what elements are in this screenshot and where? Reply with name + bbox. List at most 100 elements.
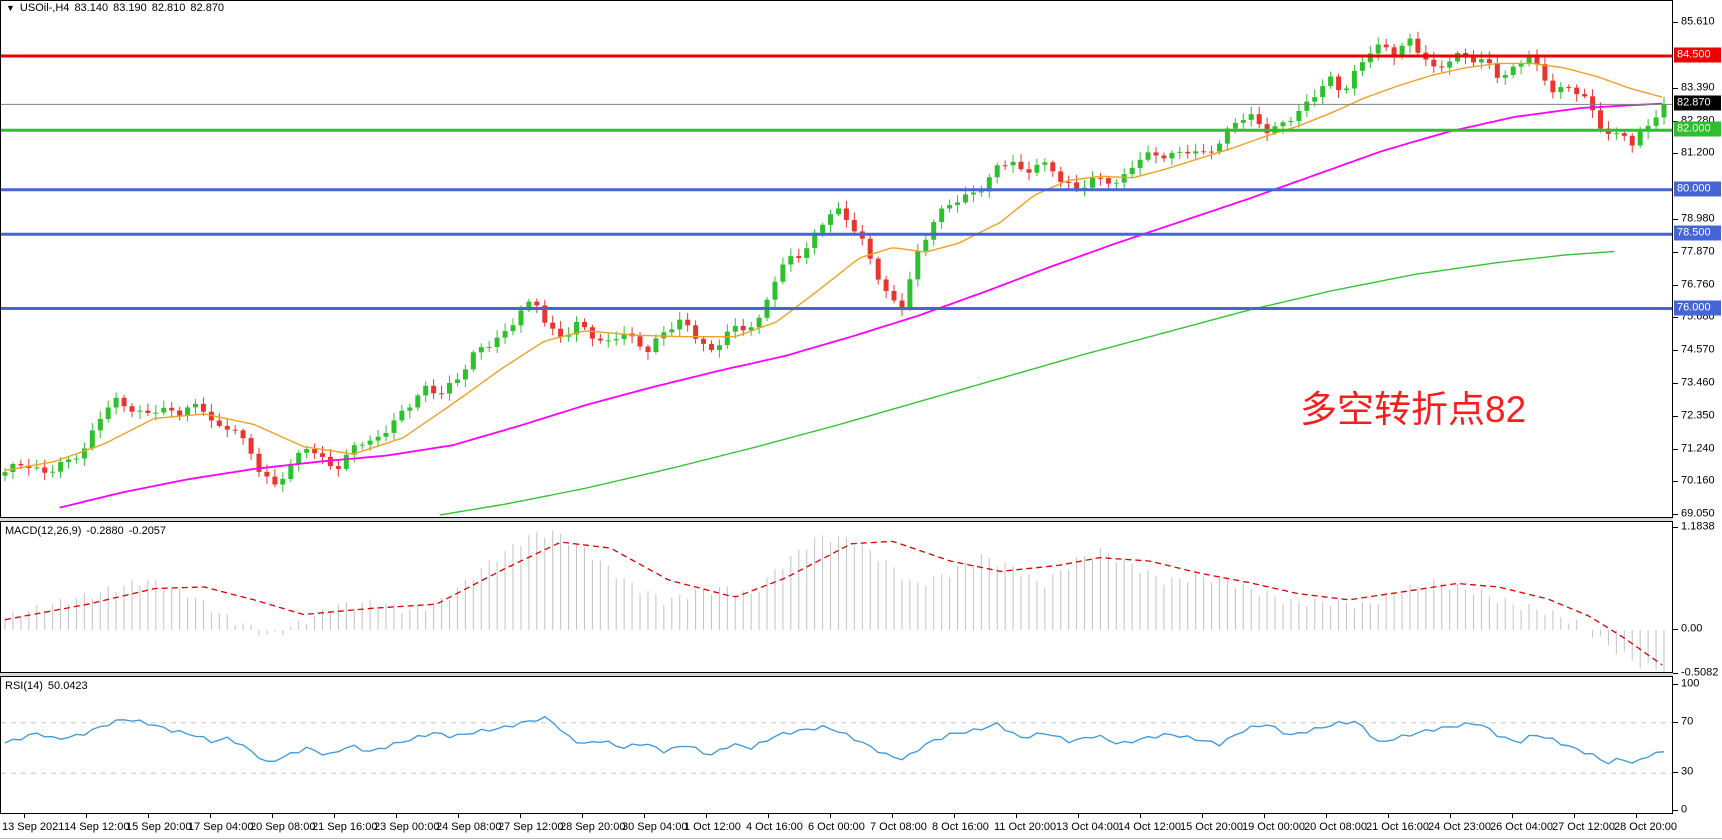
time-tick xyxy=(1202,814,1203,818)
time-axis-label: 14 Oct 12:00 xyxy=(1118,821,1181,833)
panel-splitter[interactable] xyxy=(0,673,1673,676)
price-chart-panel[interactable] xyxy=(0,0,1673,518)
rsi-canvas xyxy=(1,715,1672,774)
time-axis-label: 11 Oct 20:00 xyxy=(994,821,1057,833)
window-bottom-edge xyxy=(0,838,1722,839)
ma-fast-line xyxy=(4,62,1663,472)
time-axis-label: 24 Oct 23:00 xyxy=(1428,821,1491,833)
y-axis-tick: 81.200 xyxy=(1681,146,1715,159)
y-axis-tick-dash xyxy=(1673,383,1678,384)
y-axis-tick-dash xyxy=(1673,153,1678,154)
ma-slow-line xyxy=(439,250,1615,516)
time-axis-label: 14 Sep 12:00 xyxy=(64,821,130,833)
time-axis-label: 13 Oct 04:00 xyxy=(1056,821,1119,833)
macd-name: MACD(12,26,9) xyxy=(5,525,82,537)
macd-axis-tick-dash xyxy=(1673,527,1678,528)
macd-signal-line xyxy=(4,540,1663,666)
price-axis[interactable]: 85.610 83.390 82.280 81.200 78.980 77.870 76.7… xyxy=(1673,0,1722,816)
price-badge-80.000: 80.000 xyxy=(1674,181,1721,197)
price-badge-82.000: 82.000 xyxy=(1674,121,1721,137)
macd-axis-tick: -0.5082 xyxy=(1681,666,1719,679)
time-axis-label: 26 Oct 04:00 xyxy=(1490,821,1553,833)
time-tick xyxy=(396,814,397,818)
time-axis-label: 17 Sep 04:00 xyxy=(188,821,254,833)
price-badge-76.000: 76.000 xyxy=(1674,300,1721,316)
y-axis-tick: 70.160 xyxy=(1681,474,1715,487)
rsi-axis-tick: 30 xyxy=(1681,765,1694,778)
y-axis-tick-dash xyxy=(1673,449,1678,450)
rsi-name: RSI(14) xyxy=(5,680,43,692)
time-axis-label: 27 Sep 12:00 xyxy=(498,821,564,833)
y-axis-tick: 74.570 xyxy=(1681,343,1715,356)
rsi-indicator-label: RSI(14) 50.0423 xyxy=(5,680,93,692)
macd-value-signal: -0.2057 xyxy=(128,525,167,537)
time-axis-label: 20 Oct 08:00 xyxy=(1304,821,1367,833)
rsi-axis-tick-dash xyxy=(1673,684,1678,685)
time-tick xyxy=(644,814,645,818)
y-axis-tick: 77.870 xyxy=(1681,245,1715,258)
time-tick xyxy=(334,814,335,818)
y-axis-tick: 72.350 xyxy=(1681,409,1715,422)
time-tick xyxy=(1450,814,1451,818)
y-axis-tick-dash xyxy=(1673,514,1678,515)
time-axis-label: 19 Oct 00:00 xyxy=(1242,821,1305,833)
y-axis-tick-dash xyxy=(1673,285,1678,286)
time-axis-label: 20 Sep 08:00 xyxy=(250,821,316,833)
time-tick xyxy=(520,814,521,818)
time-axis-label: 13 Sep 2021 xyxy=(2,821,65,833)
y-axis-tick: 83.390 xyxy=(1681,81,1715,94)
y-axis-tick-dash xyxy=(1673,88,1678,89)
rsi-axis-tick-dash xyxy=(1673,772,1678,773)
ma-mid-line xyxy=(59,102,1663,509)
time-tick xyxy=(582,814,583,818)
time-axis[interactable]: 13 Sep 2021 14 Sep 12:00 15 Sep 20:00 17 Se… xyxy=(0,814,1722,838)
time-axis-label: 15 Sep 20:00 xyxy=(126,821,192,833)
time-axis-label: 30 Sep 04:00 xyxy=(622,821,688,833)
time-axis-label: 28 Oct 20:00 xyxy=(1614,821,1677,833)
ohlc-close: 82.870 xyxy=(190,2,225,14)
time-tick xyxy=(86,814,87,818)
symbol-timeframe-label: USOil-,H4 xyxy=(19,2,70,14)
macd-value-main: -0.2880 xyxy=(86,525,124,537)
candlestick-series xyxy=(2,31,1667,493)
time-axis-label: 23 Sep 00:00 xyxy=(374,821,440,833)
rsi-axis-tick: 100 xyxy=(1681,677,1700,690)
y-axis-tick: 76.760 xyxy=(1681,278,1715,291)
macd-canvas xyxy=(4,530,1665,672)
price-badge-82.870: 82.870 xyxy=(1674,95,1721,111)
time-axis-label: 15 Oct 20:00 xyxy=(1180,821,1243,833)
time-tick xyxy=(1388,814,1389,818)
time-tick xyxy=(210,814,211,818)
rsi-axis-tick-dash xyxy=(1673,810,1678,811)
price-badge-84.500: 84.500 xyxy=(1674,47,1721,63)
macd-panel[interactable] xyxy=(0,521,1673,673)
time-tick xyxy=(148,814,149,818)
y-axis-tick-dash xyxy=(1673,350,1678,351)
time-tick xyxy=(458,814,459,818)
macd-histogram xyxy=(4,530,1665,672)
text-annotation[interactable]: 多空转折点82 xyxy=(1300,389,1527,430)
time-tick xyxy=(1636,814,1637,818)
panel-splitter[interactable] xyxy=(0,518,1673,521)
time-tick xyxy=(954,814,955,818)
rsi-axis-tick: 70 xyxy=(1681,715,1694,728)
time-tick xyxy=(1140,814,1141,818)
rsi-panel[interactable] xyxy=(0,676,1673,814)
y-axis-tick-dash xyxy=(1673,22,1678,23)
time-tick xyxy=(706,814,707,818)
y-axis-tick: 78.980 xyxy=(1681,212,1715,225)
price-chart-canvas xyxy=(1,31,1672,516)
macd-axis-tick: 0.00 xyxy=(1681,622,1703,635)
time-tick xyxy=(892,814,893,818)
price-badge-78.500: 78.500 xyxy=(1674,225,1721,241)
time-tick xyxy=(272,814,273,818)
time-axis-label: 28 Sep 20:00 xyxy=(560,821,626,833)
time-axis-label: 1 Oct 12:00 xyxy=(684,821,741,833)
time-axis-label: 24 Sep 08:00 xyxy=(436,821,502,833)
collapse-icon[interactable]: ▼ xyxy=(6,3,15,13)
time-tick xyxy=(768,814,769,818)
time-axis-label: 6 Oct 00:00 xyxy=(808,821,865,833)
time-tick xyxy=(1574,814,1575,818)
macd-indicator-label: MACD(12,26,9) -0.2880 -0.2057 xyxy=(5,525,171,537)
